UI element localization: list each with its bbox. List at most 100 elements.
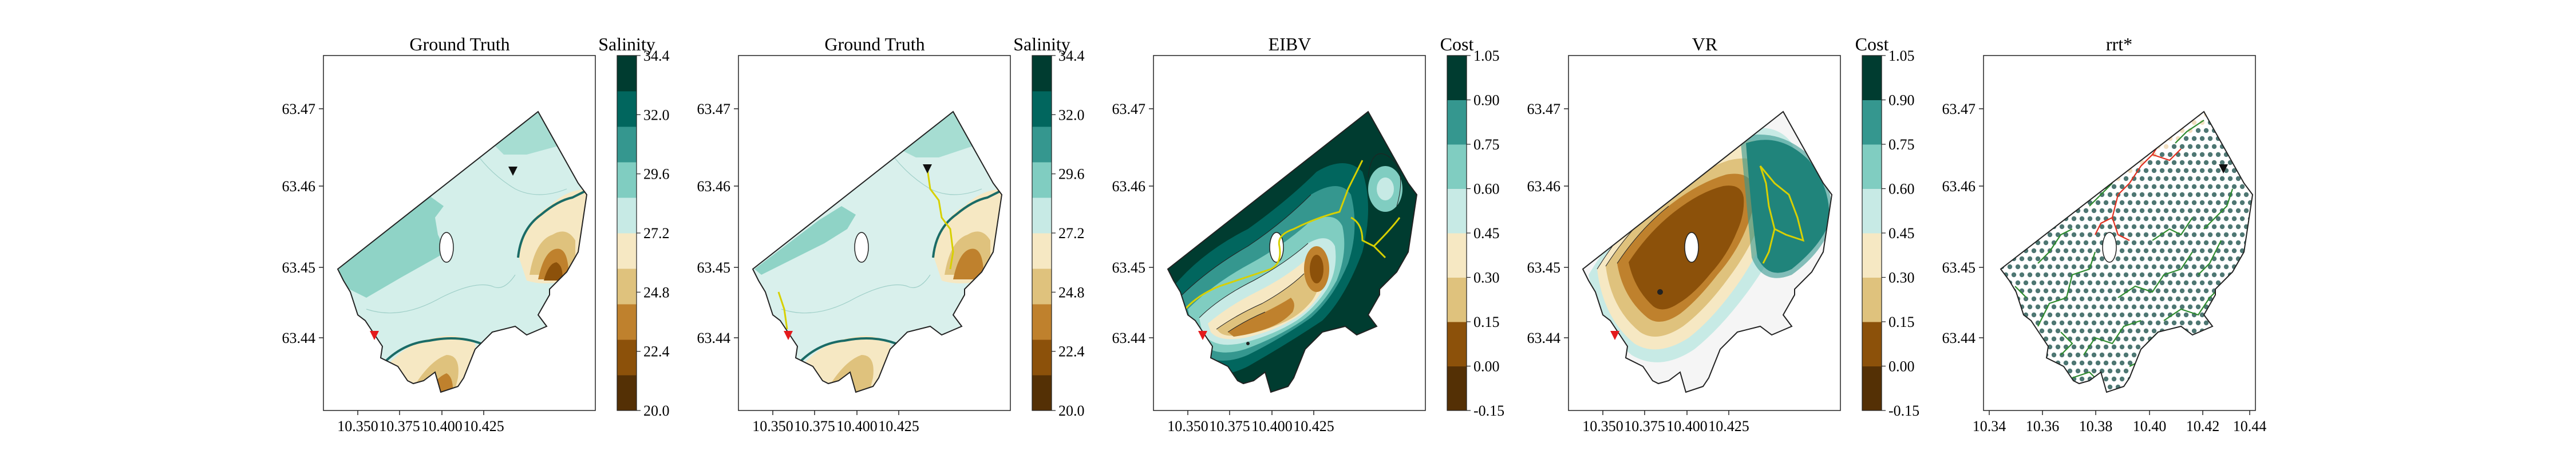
panel-5-node xyxy=(2215,296,2221,302)
panel-5-node xyxy=(2143,248,2149,254)
panel-1-end-marker xyxy=(508,167,517,176)
panel-5-node xyxy=(2055,232,2061,238)
panel-5-node xyxy=(2211,384,2217,390)
panel-3-colorbar-band xyxy=(1447,188,1467,234)
panel-1-colorbar: 20.0 22.4 24.8 27.2 29.6 32.0 34.4 xyxy=(617,48,670,419)
panel-5-node xyxy=(2023,168,2029,173)
panel-5-node xyxy=(2003,336,2009,342)
panel-5-node xyxy=(2159,376,2165,382)
panel-1-colorbar-tick-label: 22.4 xyxy=(643,344,670,360)
panel-2-colorbar-label: Salinity xyxy=(1013,34,1070,54)
panel-5-node xyxy=(2139,192,2145,198)
panel-5-node xyxy=(2151,184,2157,189)
panel-5-node xyxy=(2215,152,2221,157)
panel-5-node xyxy=(2119,136,2125,141)
panel-5-node xyxy=(2051,272,2057,278)
panel-5-node xyxy=(2219,384,2225,390)
panel-5-node xyxy=(2035,176,2041,181)
panel-5-node xyxy=(2015,328,2021,334)
panel-5-node xyxy=(2139,368,2145,374)
panel-5-node xyxy=(2091,272,2097,278)
panel-5-node xyxy=(2063,120,2069,125)
panel-5-node xyxy=(2183,184,2189,189)
panel-5-node xyxy=(1996,369,2000,373)
panel-5-node xyxy=(2119,296,2125,302)
panel-5-node xyxy=(2051,368,2057,374)
panel-5-node xyxy=(2152,393,2156,397)
panel-5-node xyxy=(2247,232,2253,238)
panel-4-colorbar-label: Cost xyxy=(1855,34,1889,54)
panel-5-node xyxy=(2075,160,2081,165)
panel-1-colorbar-band xyxy=(617,198,637,234)
panel-5-node xyxy=(2256,152,2261,157)
panel-5-node xyxy=(2135,264,2141,270)
panel-5-node xyxy=(2191,184,2197,189)
panel-5-node xyxy=(2247,328,2253,334)
panel-5-node xyxy=(2079,296,2085,302)
panel-5-node xyxy=(2003,224,2009,230)
panel-5-node xyxy=(2055,328,2061,334)
panel-5-node xyxy=(2151,248,2157,254)
panel-5-node xyxy=(2079,120,2085,125)
panel-5-node xyxy=(2087,312,2093,318)
panel-5-node xyxy=(2104,393,2108,397)
panel-5-node xyxy=(2091,368,2097,374)
panel-5-node xyxy=(2251,112,2253,117)
panel-5-node xyxy=(2207,344,2213,350)
panel-5-node xyxy=(2219,192,2225,198)
panel-5-node xyxy=(2155,272,2161,278)
panel-5-node xyxy=(2007,328,2013,334)
panel-5-node xyxy=(2131,128,2137,133)
panel-5-node xyxy=(2047,280,2053,286)
panel-5-node xyxy=(2171,288,2177,294)
panel-2-colorbar-band xyxy=(1032,198,1052,234)
panel-1-colorbar-band xyxy=(617,269,637,305)
panel-4-coastline xyxy=(1582,110,1833,393)
panel-5-node xyxy=(2256,377,2261,381)
panel-5-node xyxy=(2008,393,2012,397)
panel-5-node xyxy=(1996,144,2000,149)
panel-5-node xyxy=(2219,224,2225,230)
panel-5-node xyxy=(2232,393,2237,397)
panel-5-node xyxy=(2231,280,2237,286)
panel-5-node xyxy=(2207,248,2213,254)
panel-5-node xyxy=(2107,272,2113,278)
panel-5-node xyxy=(2203,272,2209,278)
panel-5-node xyxy=(2087,184,2093,189)
panel-1-x-tick-label: 10.425 xyxy=(463,418,504,435)
panel-2-colorbar-band xyxy=(1032,304,1052,340)
panel-5-node xyxy=(2023,200,2029,206)
panel-5-node xyxy=(2023,232,2029,238)
panel-5-node xyxy=(2095,264,2101,270)
panel-5-node xyxy=(2179,336,2185,342)
panel-2-y-tick-label: 63.44 xyxy=(697,330,731,346)
panel-5-node xyxy=(2071,312,2077,318)
panel-5-node xyxy=(2136,393,2140,397)
panel-5-node xyxy=(2103,120,2109,125)
panel-5-node xyxy=(2179,240,2185,246)
panel-5-node xyxy=(2055,344,2061,350)
panel-5-node xyxy=(2123,336,2129,342)
panel-5-node xyxy=(2167,120,2173,125)
panel-5-x-tick-label: 10.34 xyxy=(1973,418,2006,435)
panel-5-node xyxy=(2247,248,2253,254)
panel-5-node xyxy=(2223,296,2229,302)
panel-2-frame xyxy=(738,55,1011,411)
panel-5-node xyxy=(2235,208,2241,214)
panel-5-x-tick-label: 10.44 xyxy=(2233,418,2267,435)
panel-5-node xyxy=(2195,384,2201,390)
panel-5-node xyxy=(2191,248,2197,254)
panel-5-node xyxy=(2051,384,2057,390)
panel-1-salinity-front xyxy=(380,188,587,368)
panel-5-node xyxy=(2191,120,2197,125)
panel-5-node xyxy=(2171,320,2177,326)
panel-5-node xyxy=(2031,296,2037,302)
panel-5-node xyxy=(2103,136,2109,141)
panel-5-node xyxy=(2251,160,2253,165)
panel-5-node xyxy=(2095,248,2101,254)
panel-5-node xyxy=(2099,272,2105,278)
panel-2-colorbar-band xyxy=(1032,375,1052,411)
panel-5-node xyxy=(2039,264,2045,270)
panel-4-colorbar-band xyxy=(1862,188,1882,234)
panel-5-node xyxy=(2199,216,2205,222)
